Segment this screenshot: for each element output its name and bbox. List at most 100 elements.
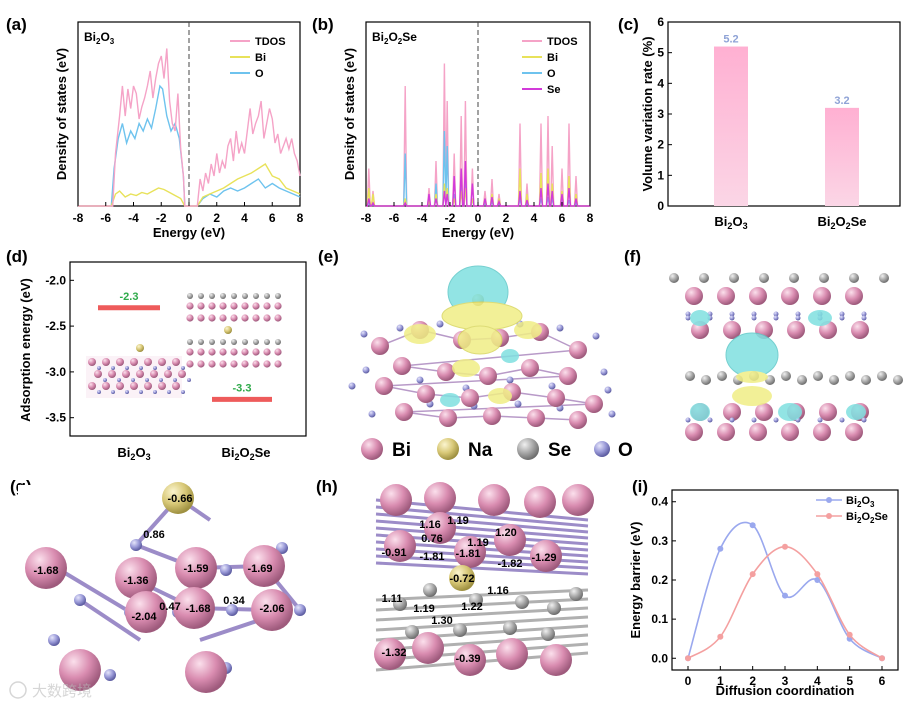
x-tick-label: 1 xyxy=(717,674,724,688)
se-atom xyxy=(187,339,193,345)
x-tick-label: 4 xyxy=(531,211,538,225)
bi-atom xyxy=(136,370,144,378)
se-atom xyxy=(423,583,437,597)
se-atom xyxy=(729,273,739,283)
o-atom xyxy=(153,390,157,394)
watermark-logo-icon xyxy=(9,681,27,699)
o-atom xyxy=(839,315,845,321)
se-atom xyxy=(893,375,903,385)
o-atom xyxy=(139,390,143,394)
bi-atom xyxy=(219,302,227,310)
bi-atom xyxy=(439,409,457,427)
plot-frame xyxy=(667,21,901,207)
barrier-point xyxy=(782,592,788,599)
se-atom xyxy=(797,375,807,385)
bi-atom-swatch xyxy=(361,438,383,460)
o-atom xyxy=(294,604,306,616)
se-atom xyxy=(198,293,204,299)
se-atom xyxy=(879,273,889,283)
atom-legend: Bi Na Se O xyxy=(361,438,633,461)
bond xyxy=(375,561,589,576)
atomic-structure xyxy=(669,273,903,441)
bi-atom xyxy=(252,360,260,368)
o-atom xyxy=(861,315,867,321)
x-axis-label: Energy (eV) xyxy=(153,225,225,240)
o-atom xyxy=(360,330,368,338)
x-tick-bi2o2se: Bi2O2Se xyxy=(817,214,866,231)
o-atom xyxy=(416,376,424,384)
o-atom xyxy=(125,366,129,370)
o-atom xyxy=(167,366,171,370)
bond xyxy=(375,526,589,546)
x-tick-bi2o2se: Bi2O2Se xyxy=(221,445,270,462)
o-atom xyxy=(348,382,356,390)
bi-atom xyxy=(559,367,577,385)
y-axis-label: Adsorption energy (eV) xyxy=(18,278,33,422)
bi-atom xyxy=(521,359,539,377)
bi-atom xyxy=(717,423,735,441)
bi-atom xyxy=(251,589,293,631)
bar-value-label: 3.2 xyxy=(834,95,849,107)
bi-atom xyxy=(252,314,260,322)
bi-atom xyxy=(691,321,709,339)
o-atom xyxy=(608,410,616,418)
bader-charge-label: 1.19 xyxy=(467,537,488,549)
bi-atom xyxy=(150,370,158,378)
bi-atom xyxy=(569,411,587,429)
watermark: 大数跨境 xyxy=(9,681,92,700)
se-atom xyxy=(503,621,517,635)
se-atom xyxy=(541,627,555,641)
yellow-isosurface xyxy=(452,359,480,377)
bi-atom xyxy=(116,358,124,366)
dos-line-se xyxy=(366,160,590,207)
cyan-isosurface xyxy=(690,403,710,421)
o-atom xyxy=(130,539,142,551)
o-atom xyxy=(436,320,444,328)
bi-atom xyxy=(241,348,249,356)
bi-atom xyxy=(717,287,735,305)
yellow-isosurface xyxy=(514,321,542,339)
bi-atom xyxy=(562,484,594,516)
y-tick-label: 0.4 xyxy=(651,495,668,509)
bader-charge-label: 0.76 xyxy=(421,533,442,545)
cyan-isosurface xyxy=(501,349,519,363)
bi-atom xyxy=(144,358,152,366)
se-atom xyxy=(699,273,709,283)
bi-atom xyxy=(230,360,238,368)
bader-charge-label: -1.82 xyxy=(497,558,522,570)
se-atom xyxy=(569,587,583,601)
bi-atom xyxy=(197,360,205,368)
bader-charge-label: -0.72 xyxy=(449,573,474,585)
o-atom xyxy=(125,390,129,394)
bi-atom xyxy=(158,382,166,390)
bond xyxy=(383,375,569,387)
y-tick-label: -2.0 xyxy=(45,273,66,287)
barrier-point xyxy=(814,571,821,578)
o-atom xyxy=(861,417,867,423)
x-tick-label: 8 xyxy=(297,211,304,225)
bi-atom xyxy=(424,512,456,544)
barrier-point xyxy=(749,522,756,529)
o-atom xyxy=(514,400,522,408)
bi-atom xyxy=(274,348,282,356)
o-atom xyxy=(795,315,801,321)
bi-atom xyxy=(219,348,227,356)
o-atom xyxy=(729,311,735,317)
bader-charge-bi2o3: -0.66 0.86 -1.68 -1.36 -1.59 -1.69 0.47-2.04 -1… xyxy=(18,482,310,693)
bi-atom xyxy=(454,536,486,568)
bi-atom xyxy=(197,302,205,310)
charge-density-bi2o2se xyxy=(669,273,903,441)
o-atom-swatch xyxy=(594,441,610,457)
bi-atom xyxy=(478,484,510,516)
yellow-isosurface xyxy=(404,324,436,344)
o-atom xyxy=(187,378,191,382)
se-atom xyxy=(253,339,259,345)
x-tick-label: -8 xyxy=(73,211,84,225)
o-atom xyxy=(368,410,376,418)
bond xyxy=(78,598,142,642)
panel-label-c: (c) xyxy=(618,15,639,34)
se-atom-swatch xyxy=(517,438,539,460)
bi-atom xyxy=(116,382,124,390)
x-tick-label: -6 xyxy=(389,211,400,225)
o-atom xyxy=(139,366,143,370)
